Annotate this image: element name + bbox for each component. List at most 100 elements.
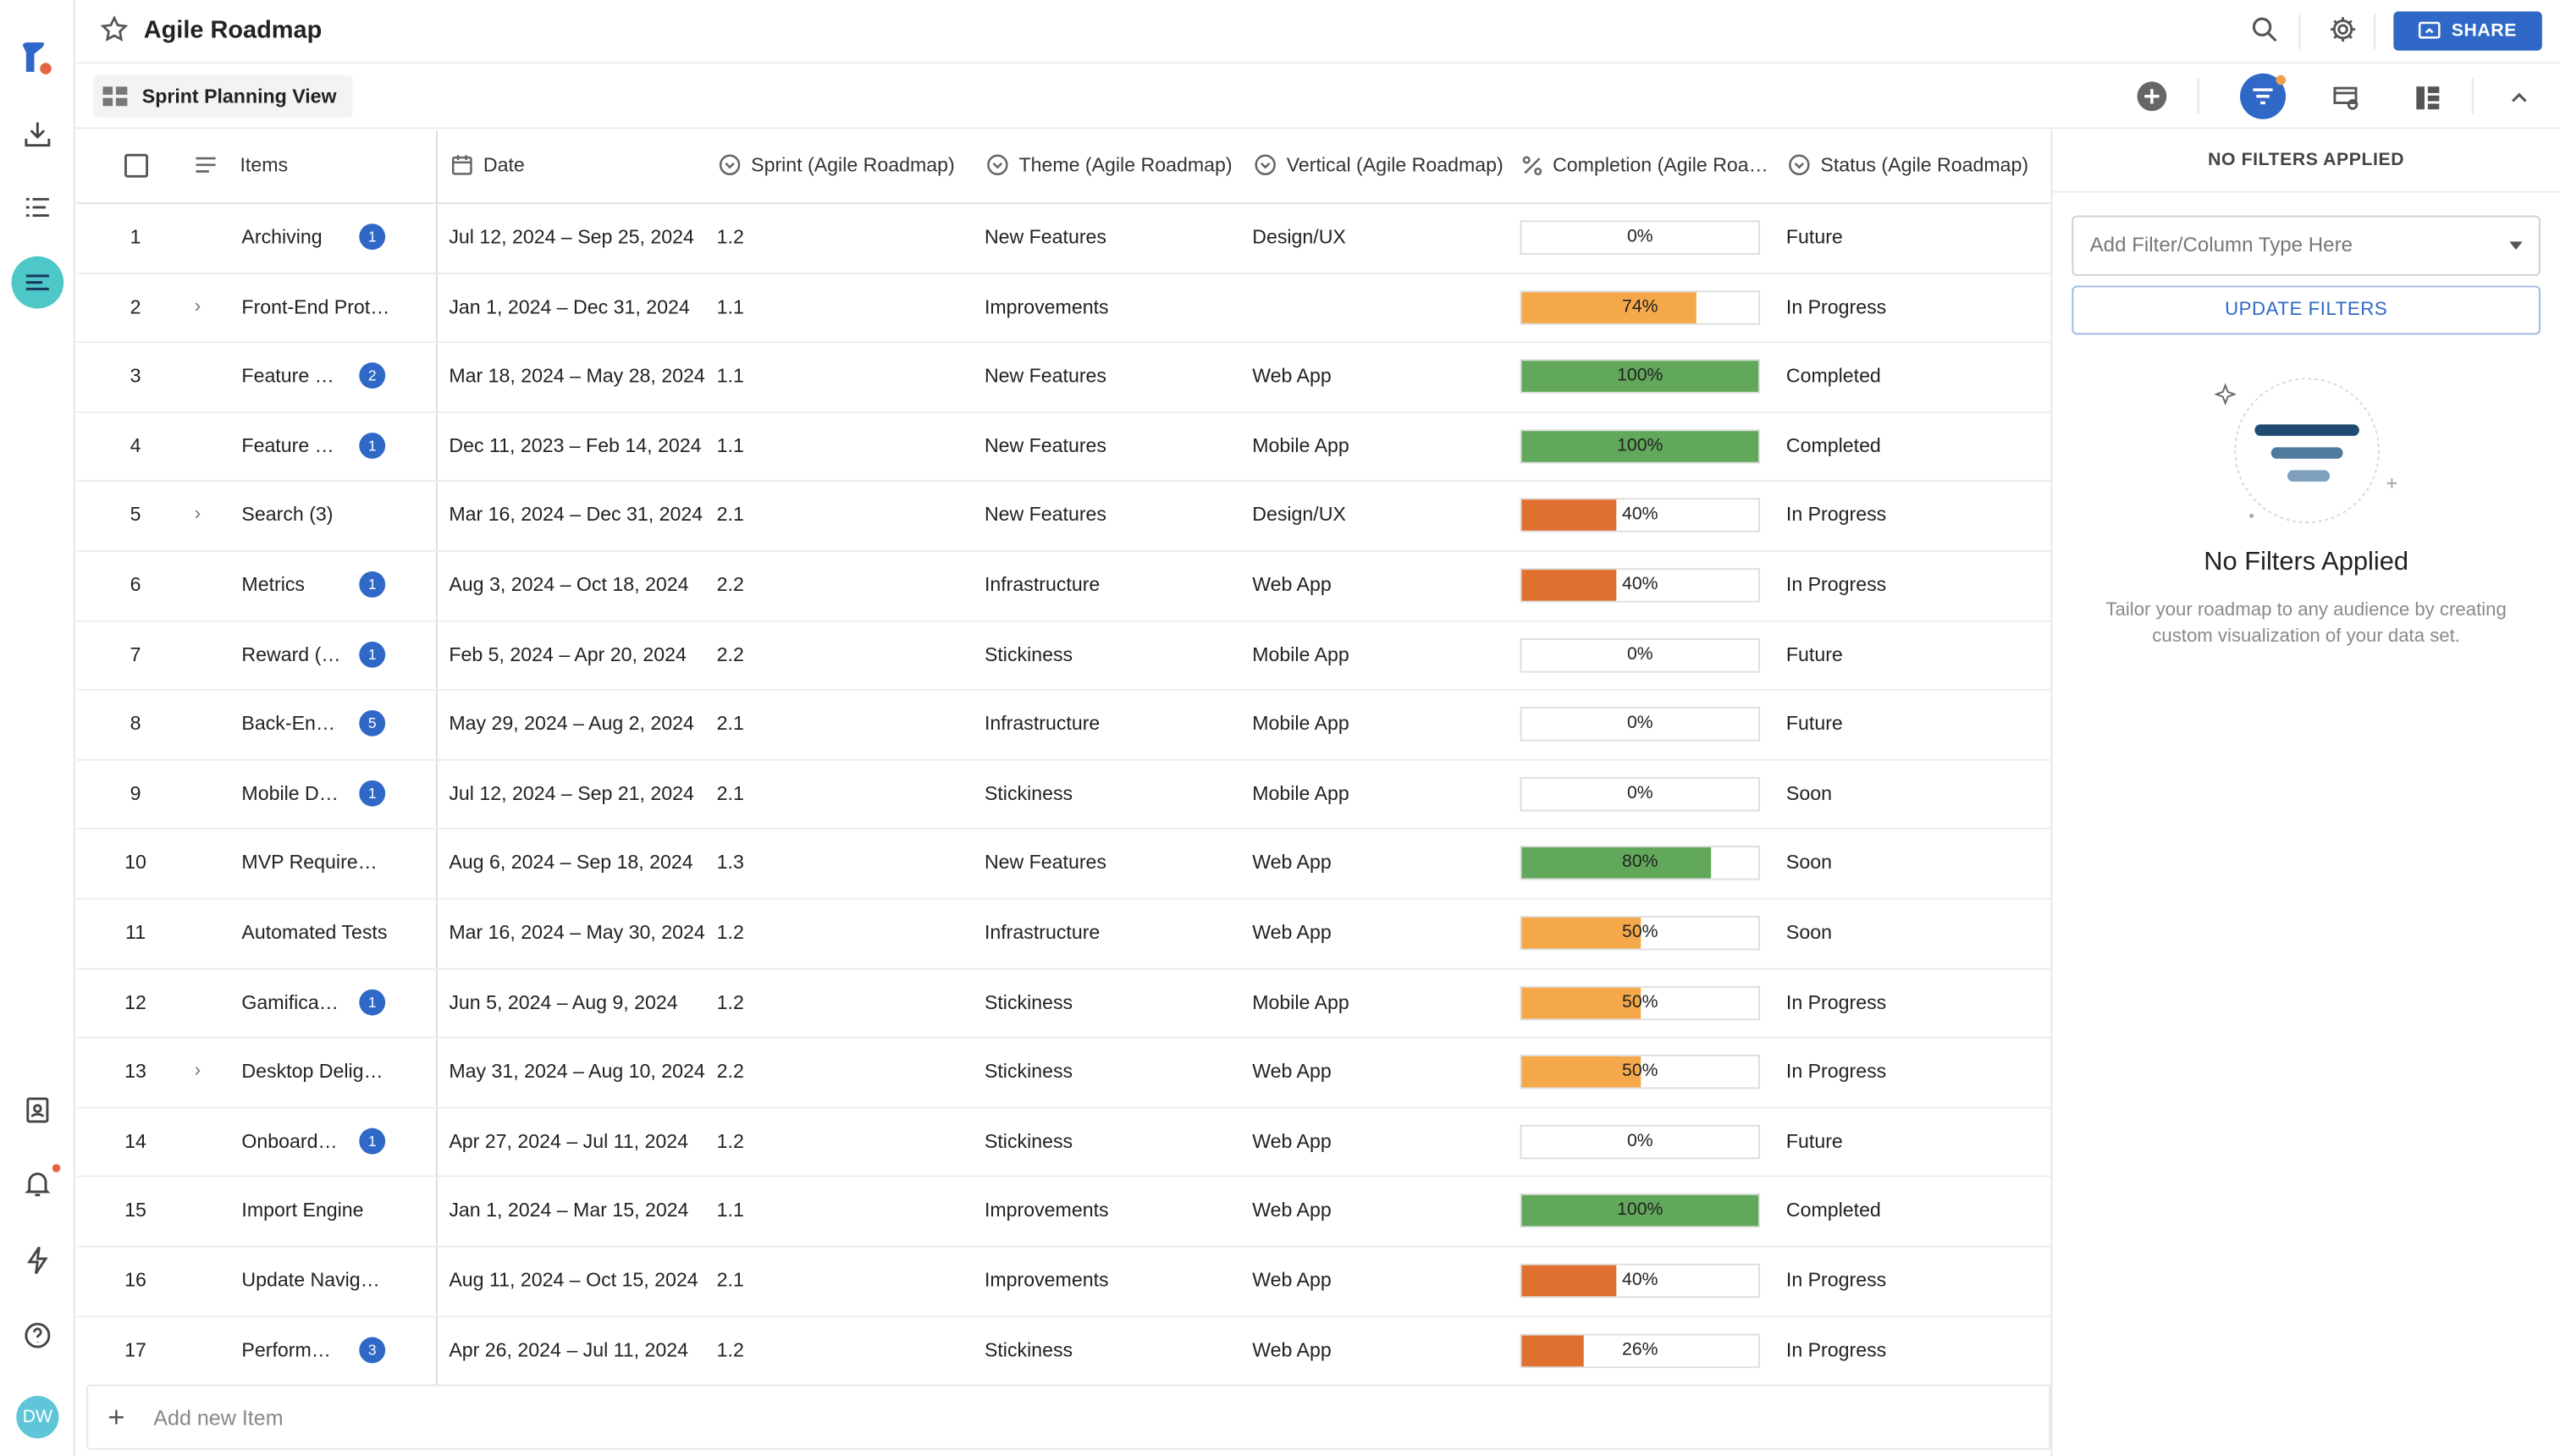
completion-progress-bar[interactable]: 100% (1520, 428, 1761, 464)
date-cell[interactable]: Mar 18, 2024 – May 28, 2024 (449, 364, 705, 388)
date-cell[interactable]: Mar 16, 2024 – Dec 31, 2024 (449, 503, 703, 527)
table-row[interactable]: 9 Mobile D… 1 Jul 12, 2024 – Sep 21, 2024 2.… (76, 760, 2051, 830)
sprint-cell[interactable]: 1.1 (716, 433, 744, 457)
app-logo-icon[interactable] (19, 39, 55, 78)
sprint-cell[interactable]: 1.1 (716, 295, 744, 318)
date-cell[interactable]: Feb 5, 2024 – Apr 20, 2024 (449, 643, 687, 666)
table-row[interactable]: 10 MVP Require… Aug 6, 2024 – Sep 18, 2024… (76, 830, 2051, 900)
notifications-icon[interactable] (12, 1157, 64, 1210)
date-cell[interactable]: Jul 12, 2024 – Sep 21, 2024 (449, 781, 694, 805)
comment-count-badge[interactable]: 1 (359, 1128, 386, 1155)
status-cell[interactable]: Soon (1785, 781, 1832, 805)
status-cell[interactable]: In Progress (1785, 572, 1887, 596)
completion-progress-bar[interactable]: 100% (1520, 1194, 1761, 1229)
item-name[interactable]: Automated Tests (241, 920, 388, 944)
filter-column-select[interactable]: Add Filter/Column Type Here (2072, 215, 2541, 276)
vertical-cell[interactable]: Web App (1252, 572, 1332, 596)
view-selector[interactable]: Sprint Planning View (92, 74, 353, 118)
date-cell[interactable]: Mar 16, 2024 – May 30, 2024 (449, 920, 705, 944)
date-cell[interactable]: Apr 26, 2024 – Jul 11, 2024 (449, 1337, 689, 1361)
table-row[interactable]: 11 Automated Tests Mar 16, 2024 – May 30, … (76, 900, 2051, 969)
completion-progress-bar[interactable]: 74% (1520, 290, 1761, 325)
table-row[interactable]: 8 Back-En… 5 May 29, 2024 – Aug 2, 2024 2.1 I… (76, 691, 2051, 761)
status-cell[interactable]: Future (1785, 1129, 1843, 1153)
sprint-cell[interactable]: 2.1 (716, 503, 744, 527)
add-new-item-row[interactable]: + Add new Item (86, 1384, 2051, 1450)
item-name[interactable]: Mobile D… (241, 781, 339, 805)
status-cell[interactable]: Soon (1785, 920, 1832, 944)
roadmap-icon[interactable] (11, 256, 64, 309)
help-icon[interactable] (12, 1310, 64, 1362)
expand-chevron-icon[interactable]: › (194, 1058, 201, 1082)
vertical-cell[interactable]: Mobile App (1252, 990, 1349, 1013)
table-row[interactable]: 15 Import Engine Jan 1, 2024 – Mar 15, 202… (76, 1177, 2051, 1248)
item-name[interactable]: Back-En… (241, 712, 336, 736)
theme-cell[interactable]: New Features (984, 851, 1107, 874)
status-cell[interactable]: Future (1785, 225, 1843, 249)
items-column-header[interactable]: Items (195, 153, 288, 176)
add-icon[interactable] (2132, 77, 2171, 116)
sprint-column-header[interactable]: Sprint (Agile Roadmap) (719, 153, 955, 176)
theme-cell[interactable]: Stickiness (984, 990, 1073, 1013)
item-name[interactable]: Front-End Prot… (241, 295, 390, 318)
completion-progress-bar[interactable]: 80% (1520, 846, 1761, 881)
completion-progress-bar[interactable]: 0% (1520, 637, 1761, 672)
table-row[interactable]: 1 Archiving 1 Jul 12, 2024 – Sep 25, 2024 1.… (76, 204, 2051, 274)
item-name[interactable]: Search (3) (241, 503, 334, 527)
item-name[interactable]: Reward (… (241, 643, 341, 666)
gear-icon[interactable] (2328, 14, 2358, 52)
vertical-cell[interactable]: Mobile App (1252, 433, 1349, 457)
completion-column-header[interactable]: Completion (Agile Roa… (1521, 153, 1768, 176)
comment-count-badge[interactable]: 1 (359, 641, 386, 668)
expand-chevron-icon[interactable]: › (194, 293, 201, 317)
item-name[interactable]: Archiving (241, 225, 323, 249)
vertical-cell[interactable]: Mobile App (1252, 781, 1349, 805)
expand-chevron-icon[interactable]: › (194, 501, 201, 525)
theme-cell[interactable]: Stickiness (984, 1337, 1073, 1361)
comment-count-badge[interactable]: 5 (359, 710, 386, 737)
theme-cell[interactable]: Infrastructure (984, 920, 1101, 944)
backlog-icon[interactable] (12, 181, 64, 234)
sprint-cell[interactable]: 2.2 (716, 572, 744, 596)
star-icon[interactable] (100, 14, 130, 52)
vertical-cell[interactable]: Web App (1252, 1129, 1332, 1153)
sprint-cell[interactable]: 1.2 (716, 225, 744, 249)
vertical-cell[interactable]: Web App (1252, 1268, 1332, 1292)
completion-progress-bar[interactable]: 26% (1520, 1332, 1761, 1368)
card-settings-icon[interactable] (2326, 79, 2365, 118)
status-cell[interactable]: Future (1785, 712, 1843, 736)
vertical-column-header[interactable]: Vertical (Agile Roadmap) (1254, 153, 1503, 176)
status-cell[interactable]: Future (1785, 643, 1843, 666)
sprint-cell[interactable]: 2.2 (716, 1060, 744, 1084)
vertical-cell[interactable]: Web App (1252, 851, 1332, 874)
completion-progress-bar[interactable]: 50% (1520, 915, 1761, 951)
theme-cell[interactable]: Stickiness (984, 1060, 1073, 1084)
select-all-checkbox[interactable] (124, 153, 149, 178)
sprint-cell[interactable]: 2.1 (716, 712, 744, 736)
sprint-cell[interactable]: 2.2 (716, 643, 744, 666)
item-name[interactable]: Feature … (241, 433, 334, 457)
completion-progress-bar[interactable]: 0% (1520, 1124, 1761, 1159)
date-cell[interactable]: Jul 12, 2024 – Sep 25, 2024 (449, 225, 694, 249)
vertical-cell[interactable]: Design/UX (1252, 503, 1346, 527)
completion-progress-bar[interactable]: 50% (1520, 1055, 1761, 1089)
table-row[interactable]: 13 › Desktop Delig… May 31, 2024 – Aug 10, … (76, 1039, 2051, 1108)
sprint-cell[interactable]: 1.3 (716, 851, 744, 874)
table-row[interactable]: 2 › Front-End Prot… Jan 1, 2024 – Dec 31, 2… (76, 273, 2051, 344)
avatar[interactable]: DW (16, 1395, 59, 1439)
completion-progress-bar[interactable]: 0% (1520, 776, 1761, 812)
comment-count-badge[interactable]: 1 (359, 432, 386, 459)
item-name[interactable]: Desktop Delig… (241, 1060, 383, 1084)
table-row[interactable]: 14 Onboard… 1 Apr 27, 2024 – Jul 11, 2024 1.… (76, 1108, 2051, 1178)
sprint-cell[interactable]: 1.1 (716, 364, 744, 388)
item-name[interactable]: Perform… (241, 1337, 331, 1361)
completion-progress-bar[interactable]: 0% (1520, 707, 1761, 742)
theme-cell[interactable]: Stickiness (984, 1129, 1073, 1153)
date-cell[interactable]: Aug 11, 2024 – Oct 15, 2024 (449, 1268, 698, 1292)
status-cell[interactable]: In Progress (1785, 990, 1887, 1013)
theme-cell[interactable]: Stickiness (984, 643, 1073, 666)
vertical-cell[interactable]: Web App (1252, 1199, 1332, 1222)
comment-count-badge[interactable]: 3 (359, 1336, 386, 1363)
table-row[interactable]: 12 Gamifica… 1 Jun 5, 2024 – Aug 9, 2024 1.2… (76, 969, 2051, 1039)
theme-cell[interactable]: Improvements (984, 1199, 1109, 1222)
